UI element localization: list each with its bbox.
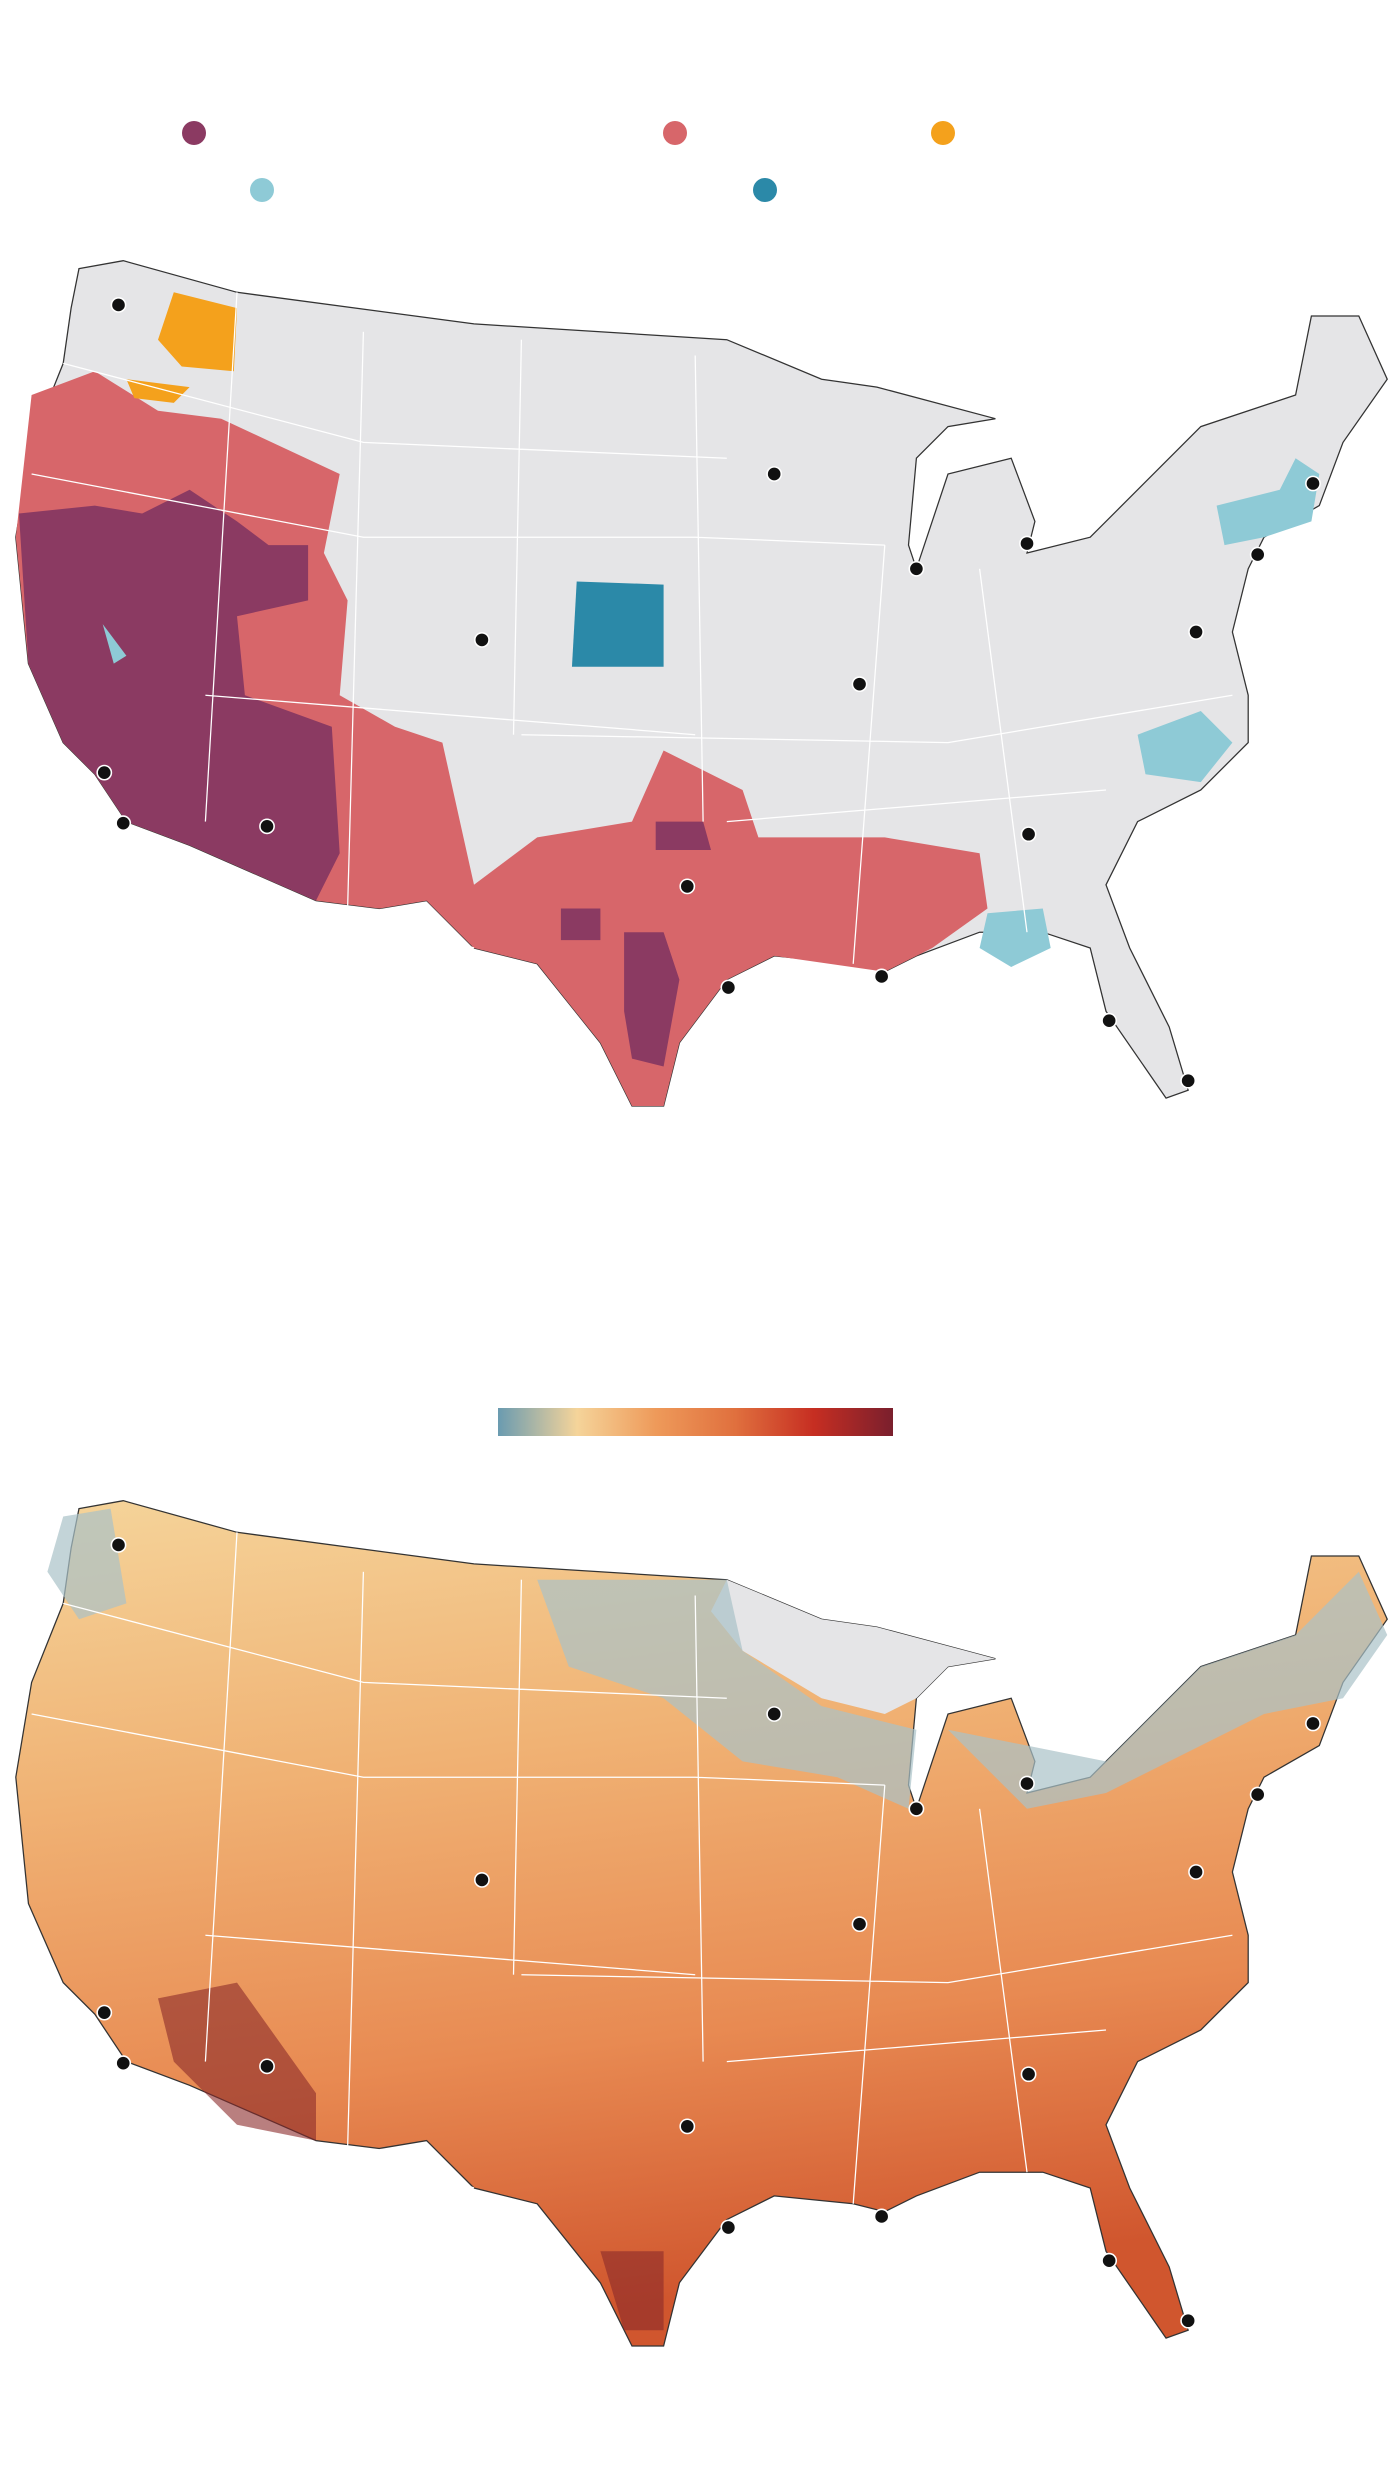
legend-swatch bbox=[663, 121, 687, 145]
heat-map bbox=[15, 1499, 1389, 2347]
legend-swatch bbox=[250, 178, 274, 202]
cool-area bbox=[47, 1508, 1388, 1809]
region bbox=[126, 292, 237, 403]
hot-area bbox=[158, 1982, 664, 2331]
region bbox=[560, 821, 711, 1067]
region bbox=[18, 489, 340, 901]
no-data bbox=[710, 1579, 996, 1714]
legend-swatch bbox=[753, 178, 777, 202]
legend-swatch bbox=[931, 121, 955, 145]
category-map bbox=[15, 259, 1389, 1107]
legend-swatch bbox=[182, 121, 206, 145]
colorbar bbox=[498, 1408, 893, 1436]
region bbox=[571, 581, 664, 667]
legend bbox=[182, 121, 955, 202]
